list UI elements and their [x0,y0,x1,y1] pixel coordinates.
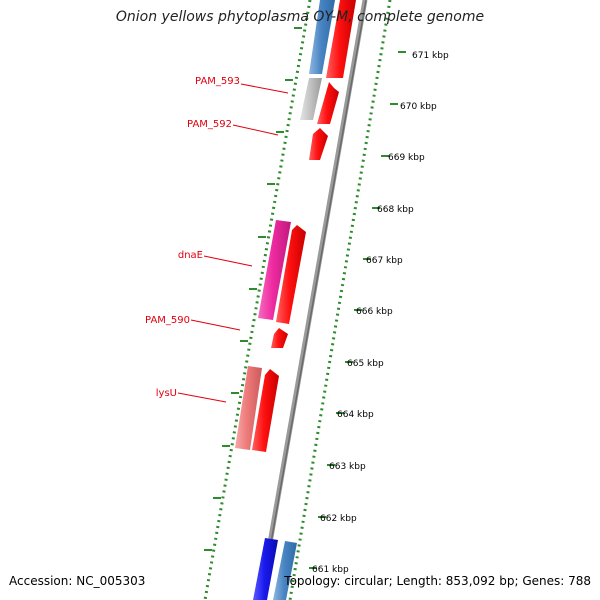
outer-tick-line [288,0,392,600]
label-pam590[interactable]: PAM_590 [145,315,190,326]
gene-red-dnae[interactable] [276,225,306,324]
label-lysu[interactable]: lysU [156,388,177,399]
scale-label-670: 670 kbp [400,102,437,112]
scale-label-669: 669 kbp [388,153,425,163]
gene-pam590[interactable] [271,328,288,348]
gene-lysu[interactable] [235,366,262,450]
scale-label-666: 666 kbp [356,307,393,317]
gene-blue-bottom[interactable] [253,538,278,600]
inner-tick-line [203,0,312,600]
scale-label-663: 663 kbp [329,462,366,472]
scale-label-665: 665 kbp [347,359,384,369]
gene-dnae[interactable] [258,220,291,320]
scale-label-667: 667 kbp [366,256,403,266]
gene-steelblue-top[interactable] [309,0,335,74]
gene-red-593[interactable] [317,82,339,124]
label-pam592[interactable]: PAM_592 [187,119,232,130]
inner-major-ticks [204,27,302,551]
topology-text: Topology: circular; Length: 853,092 bp; … [284,574,591,588]
gene-labels: PAM_593 PAM_592 dnaE PAM_590 lysU [145,76,240,399]
gene-pam592[interactable] [309,128,328,160]
label-pam593[interactable]: PAM_593 [195,76,240,87]
scale-labels: 671 kbp 670 kbp 669 kbp 668 kbp 667 kbp … [312,51,449,575]
scale-label-661: 661 kbp [312,565,349,575]
scale-label-664: 664 kbp [337,410,374,420]
gene-pam593[interactable] [300,78,322,120]
scale-label-662: 662 kbp [320,514,357,524]
gene-red-lysu[interactable] [252,369,279,452]
backbone-shade [260,0,367,600]
gene-red-top-1[interactable] [326,0,356,78]
scale-label-668: 668 kbp [377,205,414,215]
label-dnae[interactable]: dnaE [178,250,203,261]
outer-major-ticks [309,51,406,569]
backbone [257,0,368,600]
scale-label-671: 671 kbp [412,51,449,61]
label-leaders [177,83,289,403]
gene-steelblue-bottom[interactable] [273,541,297,600]
map-title: Onion yellows phytoplasma OY-M, complete… [115,9,485,25]
accession-text: Accession: NC_005303 [9,574,146,588]
